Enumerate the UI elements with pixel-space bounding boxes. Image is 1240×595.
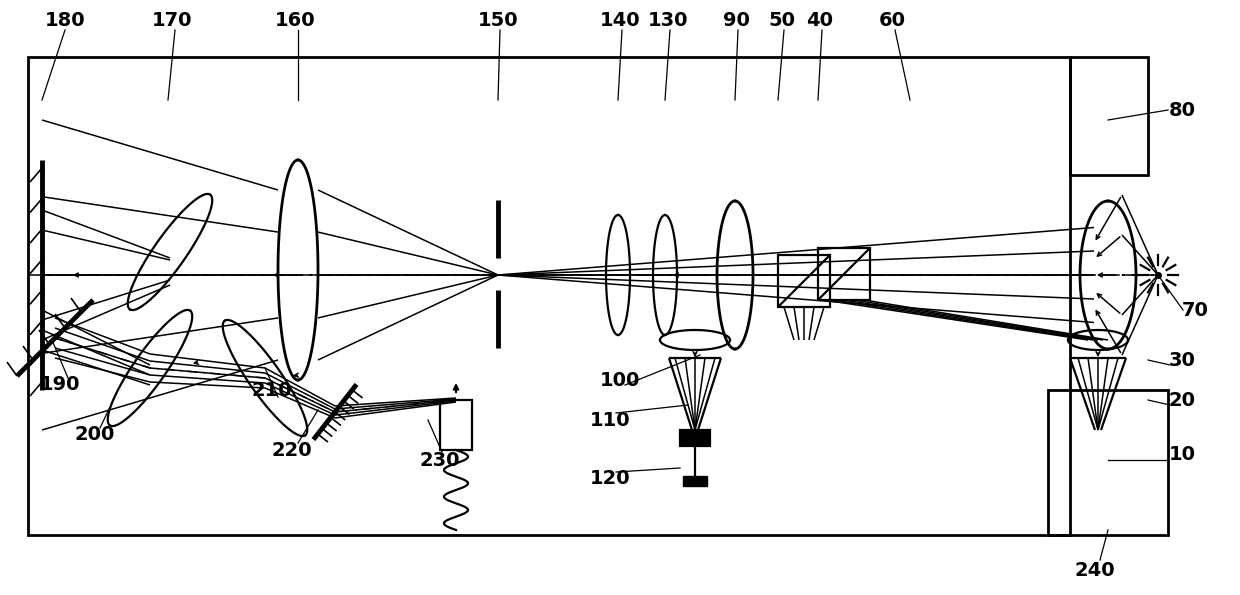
Text: 140: 140 xyxy=(600,11,640,30)
Text: 210: 210 xyxy=(252,380,293,399)
Bar xyxy=(683,476,707,486)
Bar xyxy=(440,400,472,450)
Text: 100: 100 xyxy=(600,371,640,390)
Bar xyxy=(680,430,711,446)
Bar xyxy=(1070,57,1148,175)
Text: 130: 130 xyxy=(647,11,688,30)
Text: 80: 80 xyxy=(1168,101,1195,120)
Bar xyxy=(29,57,1070,535)
Text: 190: 190 xyxy=(40,375,81,394)
Text: 90: 90 xyxy=(723,11,749,30)
Text: 70: 70 xyxy=(1182,300,1209,320)
Text: 200: 200 xyxy=(74,425,115,444)
Text: 230: 230 xyxy=(420,450,460,469)
Text: 170: 170 xyxy=(151,11,192,30)
Bar xyxy=(1048,390,1168,535)
Text: 40: 40 xyxy=(806,11,833,30)
Text: 30: 30 xyxy=(1168,350,1195,369)
Bar xyxy=(777,255,830,307)
Text: 120: 120 xyxy=(590,468,630,487)
Text: 150: 150 xyxy=(477,11,518,30)
Text: 10: 10 xyxy=(1168,446,1195,465)
Text: 220: 220 xyxy=(272,440,312,459)
Text: 160: 160 xyxy=(275,11,315,30)
Text: 240: 240 xyxy=(1075,560,1115,580)
Text: 20: 20 xyxy=(1168,390,1195,409)
Text: 60: 60 xyxy=(878,11,905,30)
Text: 50: 50 xyxy=(769,11,796,30)
Text: 180: 180 xyxy=(45,11,86,30)
Text: 110: 110 xyxy=(590,411,630,430)
Bar xyxy=(818,248,870,300)
